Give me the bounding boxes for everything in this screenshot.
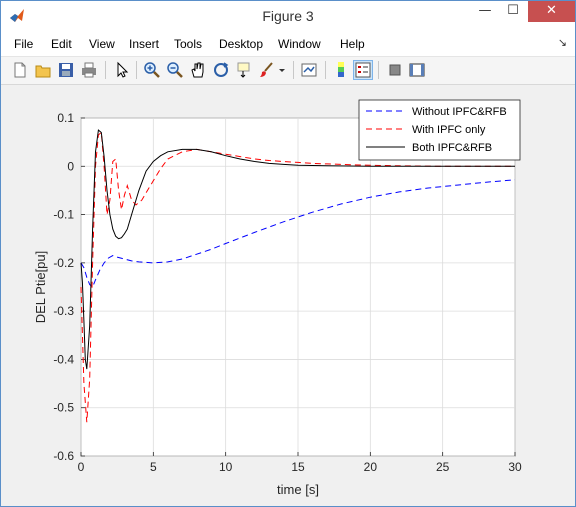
y-tick-label: 0 — [67, 159, 74, 173]
menu-view[interactable]: View — [89, 37, 115, 51]
y-tick-label: -0.2 — [53, 256, 74, 270]
plot-svg[interactable]: 0 5 10 15 20 25 30 0.1 0 -0.1 -0.2 -0.3 -0.4 -0.5 -0.6… — [1, 85, 575, 506]
hide-plot-tools-icon[interactable] — [385, 60, 405, 80]
print-icon[interactable] — [79, 60, 99, 80]
link-plot-icon[interactable] — [299, 60, 319, 80]
figure-canvas: 0 5 10 15 20 25 30 0.1 0 -0.1 -0.2 -0.3 -0.4 -0.5 -0.6… — [1, 85, 575, 506]
show-plot-tools-icon[interactable] — [407, 60, 427, 80]
menu-file[interactable]: File — [14, 37, 34, 51]
series-line-1[interactable] — [80, 179, 516, 288]
toolbar-separator — [378, 61, 379, 79]
x-tick-label: 25 — [436, 460, 450, 474]
edit-plot-arrow-icon[interactable] — [112, 60, 132, 80]
y-tick-label: -0.1 — [53, 208, 74, 222]
x-tick-label: 30 — [508, 460, 522, 474]
series-line-2[interactable] — [80, 131, 515, 423]
x-tick-label: 20 — [364, 460, 378, 474]
y-tick-label: -0.4 — [53, 352, 74, 366]
brush-dropdown-icon[interactable] — [277, 60, 287, 80]
maximize-button[interactable]: ☐ — [507, 3, 519, 18]
x-tick-label: 5 — [150, 460, 157, 474]
rotate-3d-icon[interactable] — [211, 60, 231, 80]
toolbar-separator — [136, 61, 137, 79]
x-axis-label: time [s] — [277, 482, 319, 497]
x-tick-label: 15 — [291, 460, 305, 474]
title-bar[interactable]: Figure 3 — ☐ ✕ — [1, 1, 575, 32]
menu-edit[interactable]: Edit — [51, 37, 72, 51]
y-tick-label: -0.3 — [53, 304, 74, 318]
zoom-out-icon[interactable] — [165, 60, 185, 80]
legend-label: Without IPFC&RFB — [412, 106, 507, 118]
minimize-button[interactable]: — — [478, 3, 492, 18]
legend-label: With IPFC only — [412, 124, 486, 136]
menu-tools[interactable]: Tools — [174, 37, 203, 51]
toolbar-separator — [325, 61, 326, 79]
x-tick-label: 10 — [219, 460, 233, 474]
close-button[interactable]: ✕ — [528, 1, 575, 22]
save-icon[interactable] — [56, 60, 76, 80]
menu-help[interactable]: Help — [340, 37, 365, 51]
dock-arrow-icon[interactable]: ↘ — [557, 36, 567, 49]
x-tick-label: 0 — [78, 460, 85, 474]
legend-box — [358, 99, 521, 161]
y-tick-label: 0.1 — [57, 111, 74, 125]
series-lines — [80, 129, 516, 423]
legend[interactable]: Without IPFC&RFB With IPFC only Both IPFC&… — [358, 99, 521, 161]
figure-toolbar — [1, 57, 575, 85]
insert-colorbar-icon[interactable] — [331, 60, 351, 80]
menu-desktop[interactable]: Desktop — [219, 37, 264, 51]
window-title: Figure 3 — [262, 8, 314, 24]
toolbar-separator — [105, 61, 106, 79]
brush-icon[interactable] — [257, 60, 277, 80]
menu-window[interactable]: Window — [278, 37, 321, 51]
insert-legend-icon[interactable] — [353, 60, 373, 80]
menu-insert[interactable]: Insert — [129, 37, 160, 51]
y-tick-label: -0.5 — [53, 401, 74, 415]
toolbar-separator — [293, 61, 294, 79]
series-line-3[interactable] — [80, 129, 515, 370]
matlab-logo-icon — [10, 9, 24, 22]
zoom-in-icon[interactable] — [142, 60, 162, 80]
y-tick-label: -0.6 — [53, 449, 74, 463]
legend-glyph-icon — [355, 62, 371, 78]
legend-label: Both IPFC&RFB — [412, 142, 492, 154]
menu-bar: File Edit View Insert Tools Desktop Wind… — [1, 32, 575, 57]
new-figure-icon[interactable] — [10, 60, 30, 80]
open-file-icon[interactable] — [33, 60, 53, 80]
data-cursor-icon[interactable] — [234, 60, 254, 80]
ticks: 0 5 10 15 20 25 30 0.1 0 -0.1 -0.2 -0.3 -0.4 -0.5 -0.6 — [53, 111, 522, 474]
pan-hand-icon[interactable] — [188, 60, 208, 80]
y-axis-label: DEL Ptie[pu] — [33, 251, 48, 324]
